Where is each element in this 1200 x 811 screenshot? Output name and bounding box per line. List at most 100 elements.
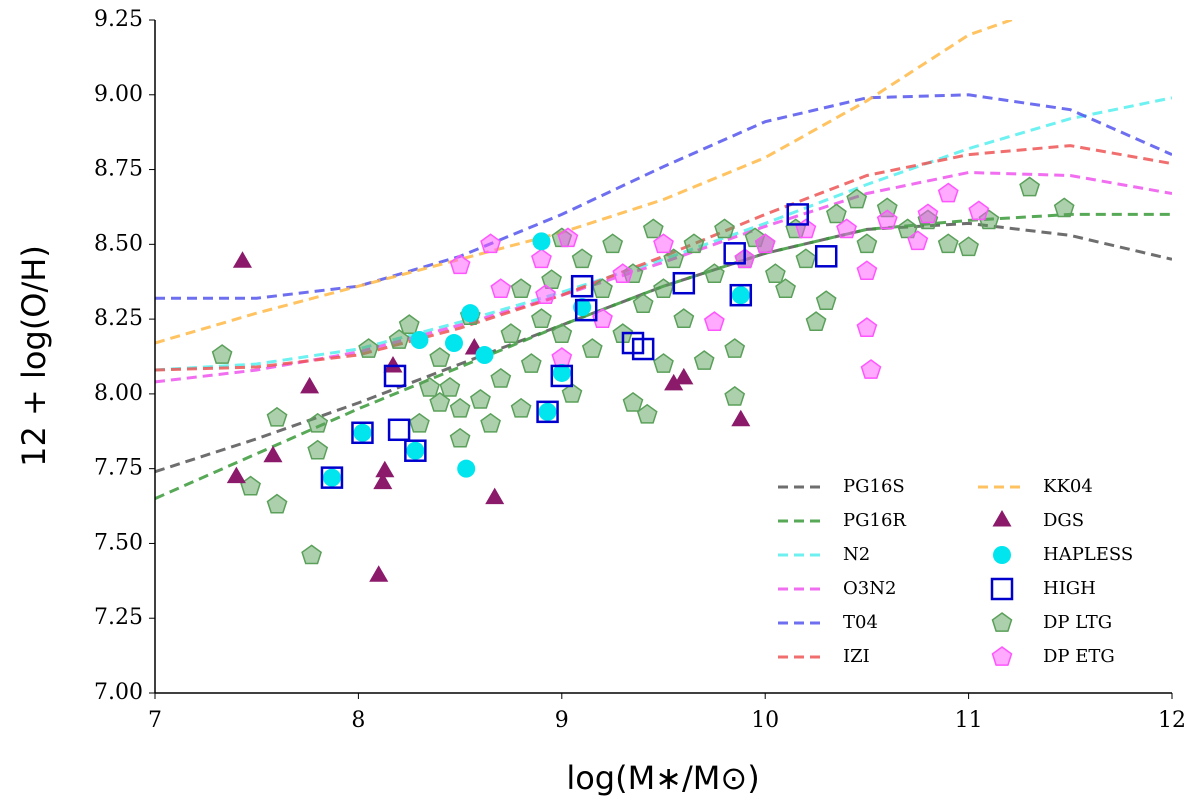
y-axis-label: 12 + log(O/H) [15,245,53,467]
pentagon-point [907,230,929,251]
pentagon-point [266,406,288,427]
pentagon-point [917,203,939,224]
pentagon-point [897,218,918,239]
pentagon-point [490,367,512,388]
pentagon-point [429,347,451,367]
high-point [729,283,753,307]
pentagon-point [551,323,573,343]
dgs-point [664,373,684,391]
pentagon-point [673,308,695,328]
dgs-point [369,565,389,582]
x-axis-label: log(M∗/M⊙) [566,759,759,797]
pentagon-point [937,182,959,203]
pentagon-point [663,248,685,269]
pentagon-point [266,493,288,514]
pentagon-point [531,248,552,269]
legend-label: PG16S [843,476,905,497]
pentagon-point [765,263,786,284]
y-tick-label: 9.00 [94,82,143,107]
pentagon-point [535,284,556,305]
pentagon-point [510,278,532,299]
legend-label: HIGH [1043,578,1096,599]
hapless-point [475,346,494,365]
pentagon-point [846,188,868,209]
pentagon-point [551,347,573,367]
pentagon-point [653,278,674,299]
hapless-point [731,286,750,305]
pentagon-point [856,233,878,254]
pentagon-point [724,338,746,358]
x-tick-label: 10 [751,708,779,733]
fit-curve [155,93,1172,300]
pentagon-point [561,382,583,403]
high-point [723,242,746,265]
pentagon-point [592,308,613,328]
hapless-point [532,232,551,251]
high-point [536,400,559,424]
y-tick-label: 7.50 [94,530,143,555]
dgs-point [232,251,252,268]
plot-area [155,20,1172,582]
pentagon-point [490,278,512,299]
pentagon-point [693,350,715,370]
pentagon-point [470,388,491,409]
pentagon-point [968,200,990,221]
pentagon-point [775,278,796,299]
pentagon-point [398,314,420,334]
pentagon-point [301,544,322,565]
pentagon-point [602,233,624,254]
legend-label: IZI [843,646,870,667]
fit-curve [155,144,1172,372]
pentagon-point [826,203,847,224]
pentagon-point [724,385,746,406]
hapless-point [461,304,480,323]
pentagon-point [876,209,898,230]
hapless-point [322,468,341,487]
pentagon-point [500,323,522,343]
y-tick-label: 9.25 [94,7,143,32]
pentagon-point [358,338,379,358]
y-tick-label: 8.25 [94,306,143,331]
pentagon-point [592,278,613,299]
pentagon-point [795,248,817,269]
legend-label: PG16R [843,510,906,531]
dgs-point [992,510,1012,527]
dgs-point [375,460,395,478]
pentagon-point [714,218,735,239]
dgs-point [300,376,320,394]
pentagon-point [991,612,1013,632]
pentagon-point [860,359,882,379]
pentagon-point [653,233,674,254]
dgs-point [731,409,751,427]
legend-label: HAPLESS [1043,544,1133,565]
pentagon-point [1053,197,1075,218]
fit-curve [155,170,1172,384]
high-point [574,298,598,322]
legend-label: KK04 [1043,476,1093,497]
pentagon-point [581,338,603,358]
dgs-point [373,472,393,490]
pentagon-point [683,233,705,254]
x-tick-label: 7 [148,708,162,733]
fit-curve [155,20,1016,345]
y-tick-label: 7.75 [94,456,143,481]
pentagon-point [449,427,471,448]
y-tick-label: 8.75 [94,157,143,182]
high-point [550,364,574,388]
y-tick-label: 8.50 [94,231,143,256]
y-tick-label: 7.25 [94,605,143,630]
pentagon-point [653,353,674,373]
legend-label: DP ETG [1043,646,1115,667]
y-tick-label: 8.00 [94,381,143,406]
high-point [404,439,427,462]
fit-curve [155,221,1172,474]
pentagon-point [480,233,501,254]
pentagon-point [856,260,878,281]
hapless-point [538,402,557,421]
pentagon-point [307,412,329,433]
pentagon-point [636,403,658,424]
hapless-point [444,334,463,353]
pentagon-point [856,317,878,337]
